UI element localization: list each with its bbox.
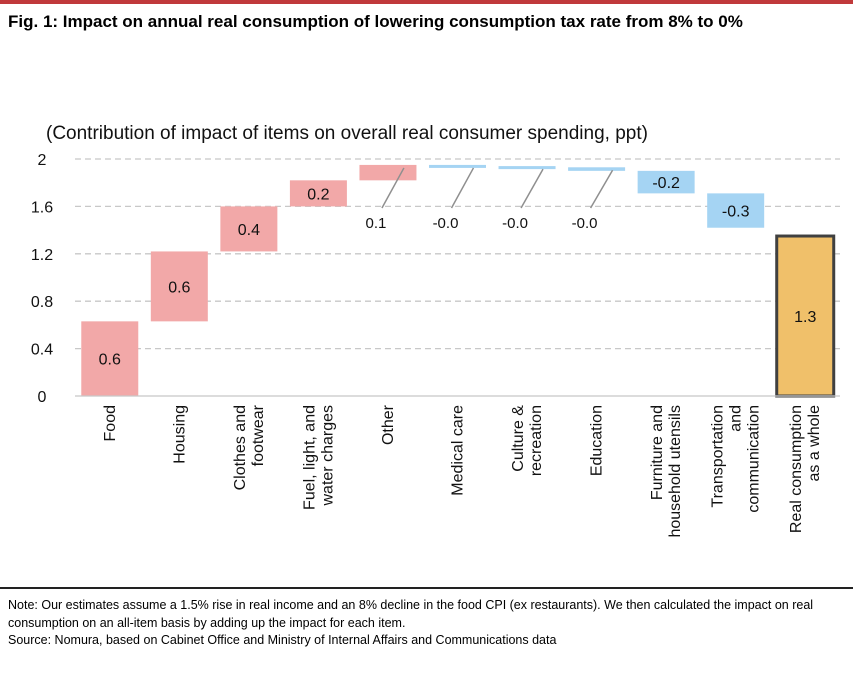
x-tick-label: Culture & (510, 405, 527, 472)
bar (498, 166, 556, 170)
y-tick-label: 1.6 (31, 199, 53, 216)
data-label: -0.0 (572, 215, 598, 232)
data-label: -0.3 (722, 204, 750, 221)
bar (568, 167, 626, 171)
y-tick-label: 0 (38, 389, 47, 406)
x-tick-label: Education (589, 405, 606, 476)
data-label: 0.1 (366, 215, 387, 232)
x-tick-label: and (728, 405, 745, 432)
x-tick-label: Food (102, 405, 119, 441)
bar (637, 170, 695, 194)
x-tick-label: footwear (250, 404, 267, 466)
x-tick-label: Housing (171, 405, 188, 464)
x-tick-label: recreation (528, 405, 545, 476)
top-accent-bar (0, 0, 853, 4)
data-label: -0.0 (502, 215, 528, 232)
x-tick-label: Transportation (710, 405, 727, 508)
bar (81, 321, 139, 396)
x-tick-label: Real consumption (788, 405, 805, 533)
chart-subtitle: (Contribution of impact of items on over… (46, 123, 648, 144)
x-tick-label: Clothes and (232, 405, 249, 490)
x-tick-label: Fuel, light, and (301, 405, 318, 510)
bar (289, 180, 347, 207)
bar (429, 164, 486, 168)
leader-line (589, 169, 614, 209)
x-tick-label: Medical care (450, 405, 467, 496)
y-tick-label: 1.2 (31, 247, 53, 264)
leader-line (381, 167, 405, 209)
bar (359, 164, 417, 181)
data-label: 0.6 (99, 352, 121, 369)
y-tick-label: 0.4 (31, 342, 53, 359)
figure-title: Fig. 1: Impact on annual real consumptio… (8, 12, 743, 31)
y-tick-label: 2 (38, 152, 47, 169)
bar (150, 251, 208, 322)
data-label: -0.0 (433, 215, 459, 232)
x-tick-label: water charges (319, 405, 336, 507)
source-text: Source: Nomura, based on Cabinet Office … (8, 633, 557, 647)
leader-line (450, 167, 475, 209)
x-tick-label: household utensils (667, 405, 684, 538)
data-label: 0.6 (168, 279, 190, 296)
note-block: Note: Our estimates assume a 1.5% rise i… (8, 597, 838, 650)
y-tick-label: 0.8 (31, 294, 53, 311)
footer-divider (0, 587, 853, 589)
x-tick-label: Furniture and (649, 405, 666, 500)
x-tick-label: Other (380, 404, 397, 445)
note-text: Note: Our estimates assume a 1.5% rise i… (8, 598, 814, 630)
data-label: -0.2 (652, 175, 680, 192)
bar (707, 193, 765, 228)
bar-total (775, 234, 836, 398)
data-label: 1.3 (794, 309, 816, 326)
leader-line (520, 168, 544, 209)
data-label: 0.4 (238, 222, 260, 239)
x-tick-label: communication (746, 405, 763, 513)
waterfall-chart: 0 0.4 0.8 1.2 1.6 2 0.6 0.6 0.4 0.2 0.1 -0.0 -0.0 -0.… (31, 152, 840, 538)
data-label: 0.2 (307, 186, 329, 203)
x-tick-label: as a whole (806, 405, 823, 482)
bar (220, 206, 278, 252)
